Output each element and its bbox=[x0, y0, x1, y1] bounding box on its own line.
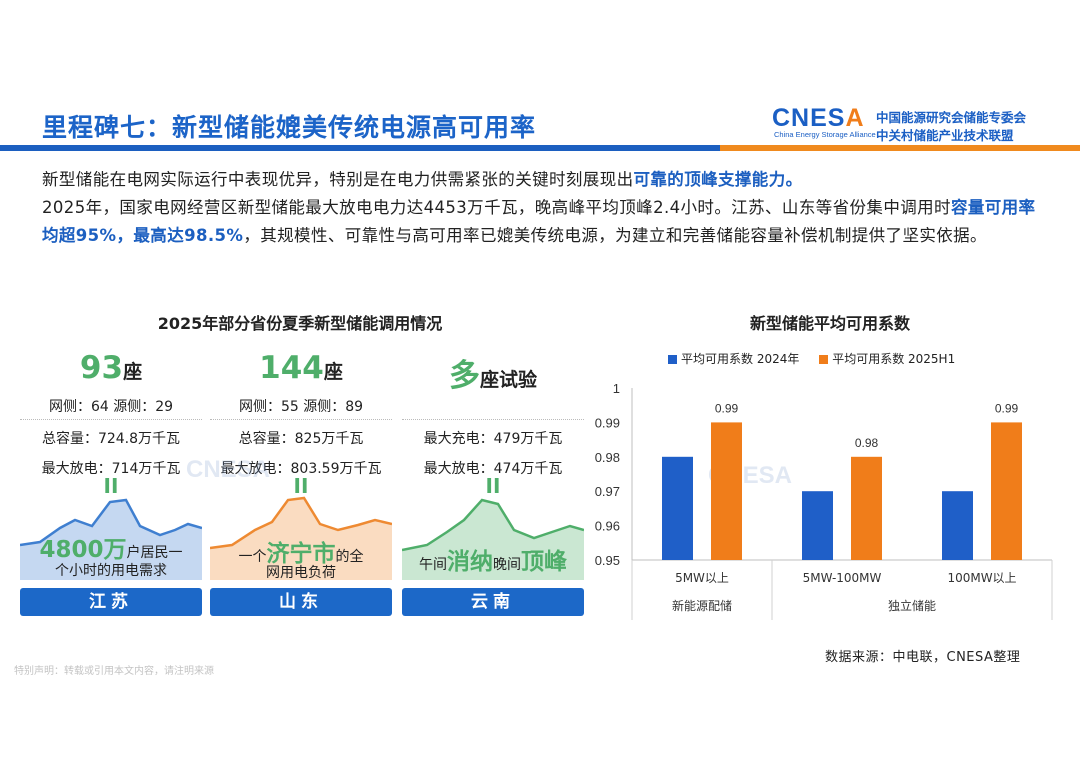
station-count: 多座试验 bbox=[448, 358, 537, 394]
group-label: 独立储能 bbox=[888, 598, 936, 613]
y-tick-label: 0.99 bbox=[595, 415, 620, 430]
total-capacity: 总容量：825万千瓦 bbox=[238, 431, 364, 447]
chart-title: 新型储能平均可用系数 bbox=[749, 314, 910, 333]
equals-icon: II bbox=[485, 474, 501, 498]
station-count: 144座 bbox=[259, 350, 343, 386]
page-title: 里程碑七：新型储能媲美传统电源高可用率 bbox=[42, 113, 537, 142]
x-tick-label: 5MW-100MW bbox=[803, 571, 882, 585]
grid-source-split: 网侧：64 源侧：29 bbox=[48, 399, 174, 415]
load-curve-icon bbox=[210, 496, 392, 580]
left-section-title: 2025年部分省份夏季新型储能调用情况 bbox=[157, 314, 443, 333]
equivalence-caption-line1: 一个济宁市的全 bbox=[238, 541, 364, 567]
availability-bar-chart: 0.95 0.96 0.97 0.98 0.99 1 0.99 5MW以上 0.98 5MW-10… bbox=[595, 381, 1053, 620]
divider bbox=[20, 419, 202, 420]
bar bbox=[802, 491, 833, 560]
bar bbox=[662, 456, 693, 560]
legend-item-2024: 平均可用系数 2024年 bbox=[668, 350, 799, 367]
legend-swatch-2024 bbox=[668, 355, 677, 364]
data-label: 0.98 bbox=[855, 436, 879, 450]
y-tick-label: 1 bbox=[613, 381, 620, 396]
intro-paragraph: 新型储能在电网实际运行中表现优异，特别是在电力供需紧张的关键时刻展现出可靠的顶峰… bbox=[42, 170, 1036, 245]
equivalence-caption-line2: 网用电负荷 bbox=[266, 565, 336, 581]
max-discharge: 最大放电：803.59万千瓦 bbox=[220, 461, 382, 477]
province-card-shandong: 144座 网侧：55 源侧：89 总容量：825万千瓦 最大放电：803.59万… bbox=[210, 350, 392, 620]
logo-subtitle: China Energy Storage Alliance bbox=[774, 130, 876, 139]
max-charge: 最大充电：479万千瓦 bbox=[423, 431, 563, 447]
logo-cn-line2: 中关村储能产业技术联盟 bbox=[876, 128, 1014, 143]
y-tick-label: 0.95 bbox=[595, 553, 620, 568]
station-count: 93座 bbox=[79, 350, 143, 386]
bar bbox=[991, 422, 1022, 560]
chart-legend: 平均可用系数 2024年 平均可用系数 2025H1 bbox=[668, 350, 971, 367]
header-rule-orange bbox=[720, 145, 1080, 151]
grid-source-split: 网侧：55 源侧：89 bbox=[238, 399, 364, 415]
province-label: 山东 bbox=[210, 588, 392, 616]
copyright-notice: 特别声明：转载或引用本文内容，请注明来源 bbox=[14, 666, 214, 677]
legend-item-2025h1: 平均可用系数 2025H1 bbox=[819, 350, 955, 367]
load-curve-icon bbox=[20, 498, 202, 580]
equals-icon: II bbox=[103, 474, 119, 498]
cnesa-logo: CNESA China Energy Storage Alliance 中国能源… bbox=[772, 104, 1052, 144]
equals-icon: II bbox=[293, 474, 309, 498]
province-card-yunnan: 多座试验 最大充电：479万千瓦 最大放电：474万千瓦 II 午间消纳晚间顶峰… bbox=[402, 350, 584, 620]
x-tick-label: 5MW以上 bbox=[675, 571, 729, 585]
bar bbox=[711, 422, 742, 560]
load-curve-icon bbox=[402, 498, 584, 580]
data-label: 0.99 bbox=[715, 401, 739, 415]
divider bbox=[402, 419, 584, 420]
max-discharge: 最大放电：714万千瓦 bbox=[41, 461, 181, 477]
data-label: 0.99 bbox=[995, 401, 1019, 415]
equivalence-caption-line2: 个小时的用电需求 bbox=[55, 563, 167, 579]
equivalence-caption: 午间消纳晚间顶峰 bbox=[419, 549, 567, 575]
province-label: 江苏 bbox=[20, 588, 202, 616]
header-rule-blue bbox=[0, 145, 720, 151]
total-capacity: 总容量：724.8万千瓦 bbox=[41, 431, 181, 447]
y-tick-label: 0.96 bbox=[595, 519, 620, 534]
province-label: 云南 bbox=[402, 588, 584, 616]
divider bbox=[210, 419, 392, 420]
y-tick-label: 0.98 bbox=[595, 450, 620, 465]
y-tick-label: 0.97 bbox=[595, 484, 620, 499]
max-discharge: 最大放电：474万千瓦 bbox=[423, 461, 563, 477]
data-source: 数据来源：中电联，CNESA整理 bbox=[825, 650, 1021, 665]
bar bbox=[851, 456, 882, 560]
logo-cn-line1: 中国能源研究会储能专委会 bbox=[876, 110, 1027, 125]
bar bbox=[942, 491, 973, 560]
province-card-jiangsu: 93座 网侧：64 源侧：29 总容量：724.8万千瓦 最大放电：714万千瓦… bbox=[20, 350, 202, 620]
equivalence-caption-line1: 4800万户居民一 bbox=[39, 537, 183, 563]
legend-swatch-2025h1 bbox=[819, 355, 829, 364]
logo-wordmark: CNESA bbox=[772, 104, 865, 132]
group-label: 新能源配储 bbox=[672, 598, 732, 613]
x-tick-label: 100MW以上 bbox=[947, 571, 1016, 585]
